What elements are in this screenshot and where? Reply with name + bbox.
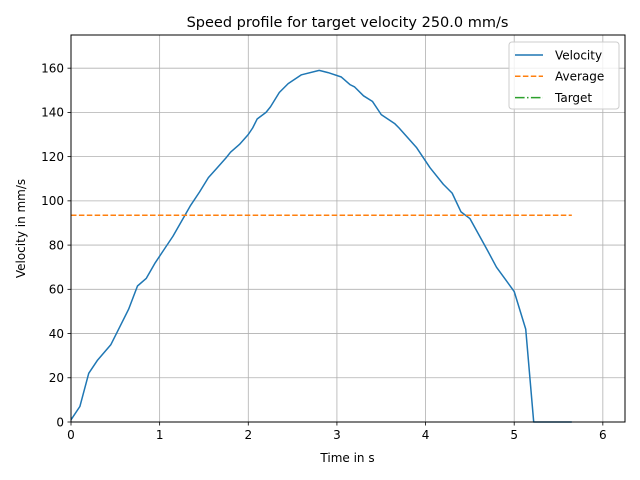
y-tick-label: 60 xyxy=(49,283,64,297)
y-tick-label: 160 xyxy=(41,61,64,75)
chart-title: Speed profile for target velocity 250.0 … xyxy=(187,15,509,31)
x-tick-label: 1 xyxy=(156,428,164,442)
x-tick-label: 6 xyxy=(599,428,607,442)
y-tick-label: 80 xyxy=(49,238,64,252)
x-tick-label: 0 xyxy=(67,428,75,442)
x-tick-label: 4 xyxy=(422,428,430,442)
y-tick-label: 20 xyxy=(49,371,64,385)
plot-frame xyxy=(70,34,626,423)
x-tick-label: 2 xyxy=(244,428,252,442)
y-tick-label: 100 xyxy=(41,194,64,208)
legend-label-average: Average xyxy=(555,70,604,84)
y-tick-label: 0 xyxy=(56,415,64,429)
y-axis-label: Velocity in mm/s xyxy=(14,179,28,278)
series-lines xyxy=(70,69,572,423)
y-tick-label: 40 xyxy=(49,327,64,341)
y-tick-label: 120 xyxy=(41,150,64,164)
x-axis-label: Time in s xyxy=(319,451,374,465)
legend-box xyxy=(508,41,620,110)
series-line-velocity xyxy=(70,69,572,423)
y-tick-label: 140 xyxy=(41,106,64,120)
legend-label-target: Target xyxy=(554,91,592,105)
x-tick-label: 3 xyxy=(333,428,341,442)
x-tick-label: 5 xyxy=(510,428,518,442)
legend: Velocity Average Target xyxy=(508,41,620,110)
legend-label-velocity: Velocity xyxy=(555,48,602,62)
